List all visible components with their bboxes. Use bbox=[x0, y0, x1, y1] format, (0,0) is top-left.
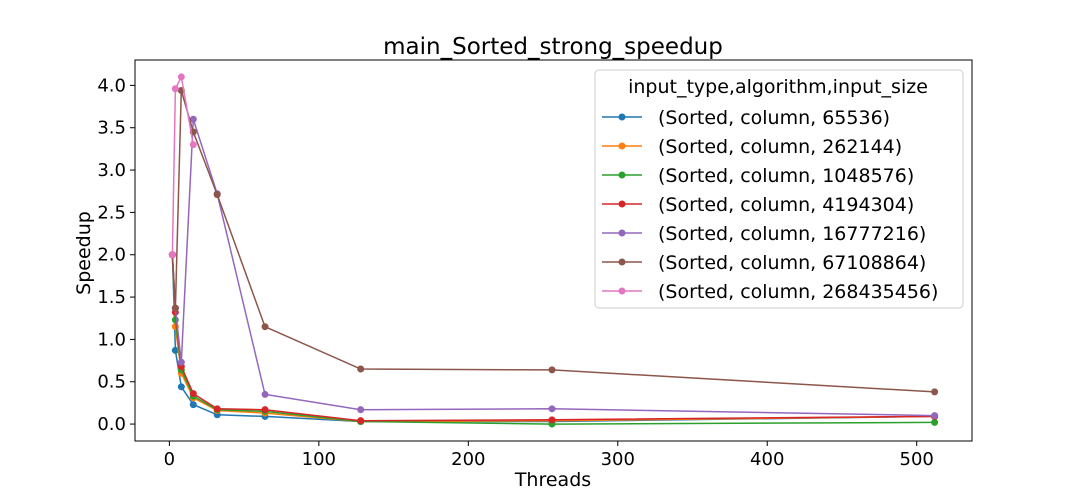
axes-frame bbox=[134, 59, 973, 442]
data-point bbox=[261, 406, 269, 414]
legend-label: (Sorted, column, 4194304) bbox=[658, 194, 914, 216]
legend: input_type,algorithm,input_size (Sorted,… bbox=[594, 69, 964, 309]
data-point bbox=[357, 365, 365, 373]
y-axis-title: Speedup bbox=[73, 211, 95, 295]
legend-box bbox=[594, 69, 964, 309]
data-point bbox=[189, 141, 197, 149]
series-6 bbox=[168, 73, 197, 259]
series-line bbox=[171, 74, 195, 255]
x-tick-label: 400 bbox=[750, 449, 784, 470]
data-point bbox=[261, 390, 269, 398]
data-point bbox=[177, 358, 185, 366]
legend-entry: (Sorted, column, 65536) bbox=[602, 107, 890, 129]
data-point bbox=[357, 417, 365, 425]
y-tick-label: 3.0 bbox=[97, 160, 126, 181]
legend-entry: (Sorted, column, 4194304) bbox=[602, 194, 914, 216]
legend-entry: (Sorted, column, 67108864) bbox=[602, 252, 926, 274]
data-point bbox=[189, 115, 197, 123]
legend-entry: (Sorted, column, 268435456) bbox=[602, 281, 938, 303]
data-point bbox=[171, 304, 179, 312]
legend-marker bbox=[618, 171, 626, 179]
data-point bbox=[931, 418, 939, 426]
data-point bbox=[213, 405, 221, 413]
data-point bbox=[261, 323, 269, 331]
y-tick-label: 0.0 bbox=[97, 414, 126, 435]
legend-entry: (Sorted, column, 262144) bbox=[602, 136, 902, 158]
y-tick-label: 1.0 bbox=[97, 329, 126, 350]
legend-label: (Sorted, column, 268435456) bbox=[658, 281, 938, 303]
legend-label: (Sorted, column, 16777216) bbox=[658, 223, 926, 245]
y-tick-label: 1.5 bbox=[97, 287, 126, 308]
x-axis-title: Threads bbox=[514, 469, 591, 491]
data-point bbox=[931, 412, 939, 420]
x-tick-label: 300 bbox=[601, 449, 635, 470]
legend-entry: (Sorted, column, 1048576) bbox=[602, 165, 914, 187]
data-point bbox=[177, 73, 185, 81]
y-tick-label: 4.0 bbox=[97, 75, 126, 96]
y-tick-label: 2.5 bbox=[97, 202, 126, 223]
y-tick-label: 2.0 bbox=[97, 245, 126, 266]
y-tick-label: 3.5 bbox=[97, 118, 126, 139]
legend-marker bbox=[618, 229, 626, 237]
chart-title: main_Sorted_strong_speedup bbox=[383, 34, 723, 60]
legend-marker bbox=[618, 200, 626, 208]
legend-label: (Sorted, column, 262144) bbox=[658, 136, 902, 158]
legend-label: (Sorted, column, 1048576) bbox=[658, 165, 914, 187]
data-point bbox=[548, 416, 556, 424]
data-point bbox=[171, 346, 179, 354]
data-point bbox=[189, 390, 197, 398]
x-tick-label: 100 bbox=[302, 449, 336, 470]
x-tick-label: 500 bbox=[900, 449, 934, 470]
plot-area: 0 100 200 300 400 500 0.0 0.5 1.0 1.5 2.0 2.5 3.0 3.5… bbox=[97, 59, 973, 470]
legend-label: (Sorted, column, 67108864) bbox=[658, 252, 926, 274]
y-tick-label: 0.5 bbox=[97, 372, 126, 393]
legend-marker bbox=[618, 258, 626, 266]
legend-entries: (Sorted, column, 65536) (Sorted, column, … bbox=[602, 107, 938, 303]
data-point bbox=[931, 388, 939, 396]
data-point bbox=[213, 191, 221, 199]
x-tick-label: 0 bbox=[164, 449, 175, 470]
legend-title: input_type,algorithm,input_size bbox=[628, 76, 928, 98]
legend-entry: (Sorted, column, 16777216) bbox=[602, 223, 926, 245]
data-point bbox=[177, 383, 185, 391]
legend-label: (Sorted, column, 65536) bbox=[658, 107, 890, 129]
data-point bbox=[171, 85, 179, 93]
legend-marker bbox=[618, 113, 626, 121]
x-tick-label: 200 bbox=[451, 449, 485, 470]
data-point bbox=[189, 401, 197, 409]
data-point bbox=[357, 406, 365, 414]
legend-marker bbox=[618, 287, 626, 295]
legend-marker bbox=[618, 142, 626, 150]
series-5 bbox=[168, 86, 939, 396]
data-point bbox=[168, 251, 176, 259]
data-point bbox=[548, 366, 556, 374]
data-point bbox=[548, 405, 556, 413]
